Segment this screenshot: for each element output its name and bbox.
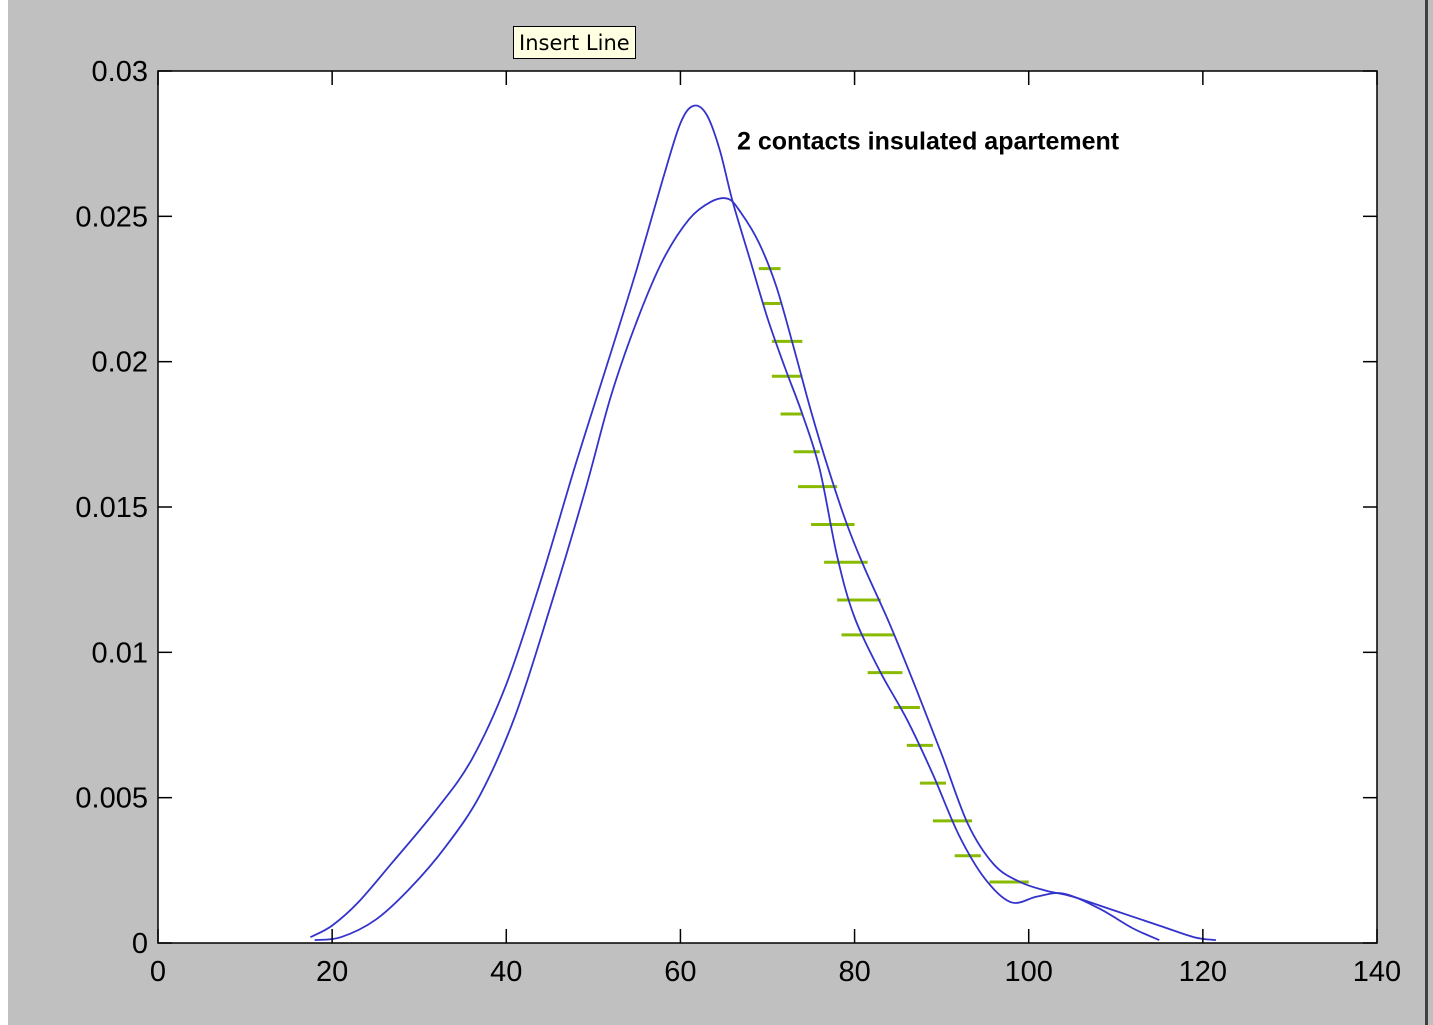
x-tick-label: 140 [1353,956,1401,988]
axes-area[interactable] [158,71,1377,943]
y-tick-label: 0.005 [75,783,148,815]
series-line-2[interactable] [314,197,1217,941]
axes-frame [157,70,1378,944]
insert-line-tooltip: Insert Line [513,26,636,59]
y-tick-label: 0 [132,928,148,960]
x-tick-label: 60 [664,956,696,988]
x-tick-label: 120 [1179,956,1227,988]
x-tick-label: 0 [150,956,166,988]
series-line-1[interactable] [309,104,1160,941]
window-edge-left [0,0,8,1025]
y-tick-label: 0.03 [92,56,148,88]
window-edge-right [1425,0,1428,1025]
y-tick-label: 0.01 [92,637,148,669]
x-tick-label: 100 [1005,956,1053,988]
series-lines [309,104,1217,941]
y-tick-label: 0.02 [92,347,148,379]
annotation-label[interactable]: 2 contacts insulated apartement [737,127,1120,155]
x-tick-label: 80 [838,956,870,988]
x-tick-label: 20 [316,956,348,988]
y-tick-label: 0.015 [75,492,148,524]
axis-tick-labels: 0 20 40 60 80 100 120 140 0 0.005 0.01 0.015 0.02 0.0… [75,56,1401,988]
x-tick-label: 40 [490,956,522,988]
y-tick-label: 0.025 [75,201,148,233]
